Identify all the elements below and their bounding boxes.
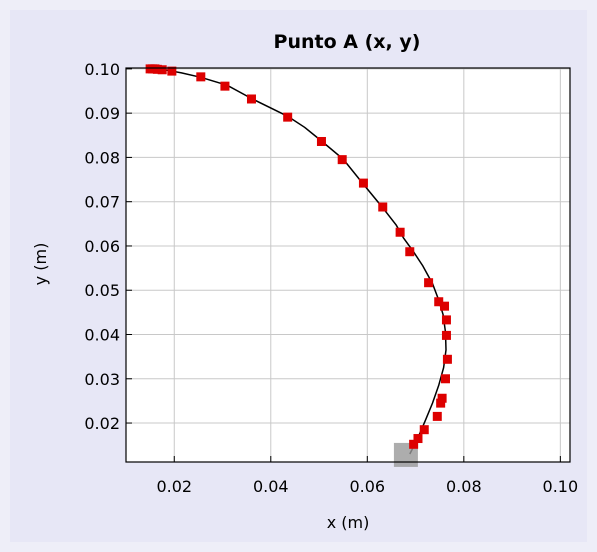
x-tick-label: 0.06 [349, 477, 385, 496]
data-point [405, 247, 415, 257]
data-point [337, 155, 347, 165]
y-tick-label: 0.02 [84, 414, 120, 433]
data-point [157, 65, 167, 75]
grid-lines [126, 68, 570, 462]
data-point [441, 330, 451, 340]
x-tick-label: 0.08 [446, 477, 482, 496]
y-tick-label: 0.06 [84, 237, 120, 256]
chart-title: Punto A (x, y) [274, 31, 421, 53]
data-point [395, 227, 405, 237]
x-tick-label: 0.04 [253, 477, 289, 496]
data-point [442, 354, 452, 364]
data-point [220, 81, 230, 91]
x-tick-label: 0.02 [156, 477, 192, 496]
axis-ticks: 0.02 0.04 0.06 0.08 0.10 0.02 0.03 0.04 0.05 0.06… [84, 60, 578, 496]
data-point [283, 112, 293, 122]
data-point [441, 315, 451, 325]
data-point [167, 66, 177, 76]
y-tick-label: 0.10 [84, 60, 120, 79]
data-point [409, 439, 419, 449]
data-point [437, 393, 447, 403]
data-point [419, 425, 429, 435]
data-point [424, 278, 434, 288]
data-point [196, 72, 206, 82]
plot-border [125, 67, 571, 463]
data-point [378, 202, 388, 212]
data-point [152, 64, 162, 74]
scatter-chart: Punto A (x, y) 0.02 0.04 0.06 0.08 0.100.020… [31, 31, 578, 532]
y-tick-label: 0.09 [84, 104, 120, 123]
plot-area [126, 68, 570, 462]
x-tick-label: 0.10 [543, 477, 579, 496]
data-point [358, 178, 368, 188]
x-axis-label: x (m) [327, 513, 370, 532]
data-point [436, 398, 446, 408]
y-axis-label: y (m) [31, 243, 50, 286]
y-tick-label: 0.07 [84, 193, 120, 212]
data-point [413, 434, 423, 444]
y-tick-label: 0.08 [84, 148, 120, 167]
y-tick-label: 0.05 [84, 281, 120, 300]
data-point [440, 374, 450, 384]
chart-panel: Punto A (x, y) 0.02 0.04 0.06 0.08 0.10 0.02 0… [10, 10, 587, 542]
y-tick-label: 0.04 [84, 326, 120, 345]
data-point [434, 297, 444, 307]
data-points [145, 64, 452, 467]
data-point [440, 301, 450, 311]
data-point [316, 136, 326, 146]
data-point [432, 411, 442, 421]
data-point [246, 94, 256, 104]
y-tick-label: 0.03 [84, 370, 120, 389]
